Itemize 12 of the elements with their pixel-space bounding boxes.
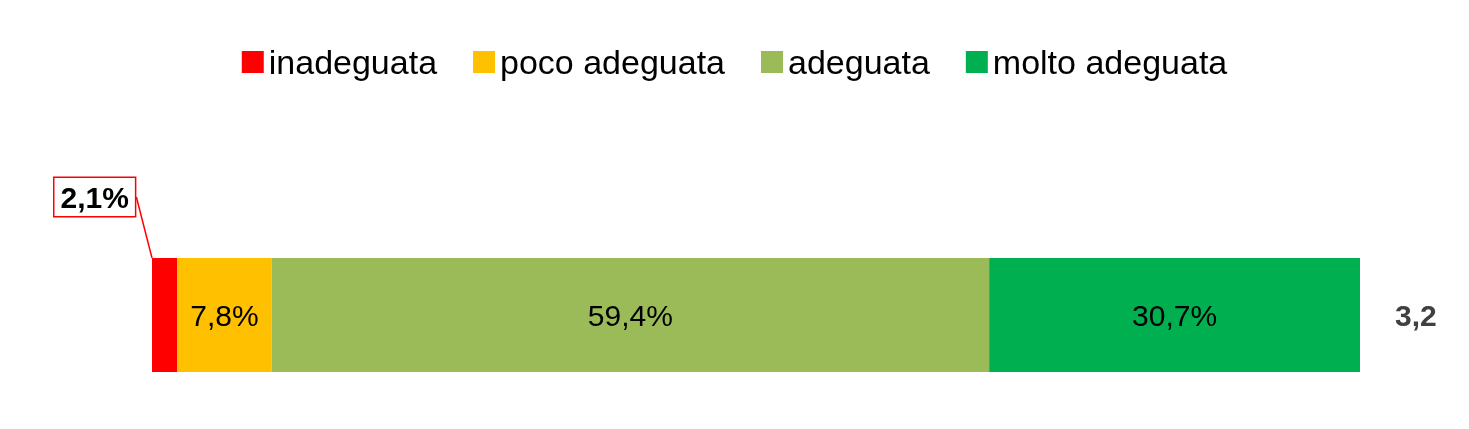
bar — [177, 258, 272, 372]
data-label: 7,8% — [190, 298, 259, 332]
data-label: 30,7% — [1132, 298, 1218, 332]
legend-label: poco adeguata — [500, 43, 726, 81]
data-label: 59,4% — [587, 298, 673, 332]
bar — [989, 258, 1360, 372]
legend-label: adeguata — [788, 43, 930, 81]
bar — [271, 258, 990, 372]
text: 3,2 — [1395, 298, 1437, 332]
data-label: 2,1% — [60, 180, 129, 214]
legend-label: inadeguata — [268, 43, 438, 81]
legend-label: molto adeguata — [992, 43, 1228, 81]
